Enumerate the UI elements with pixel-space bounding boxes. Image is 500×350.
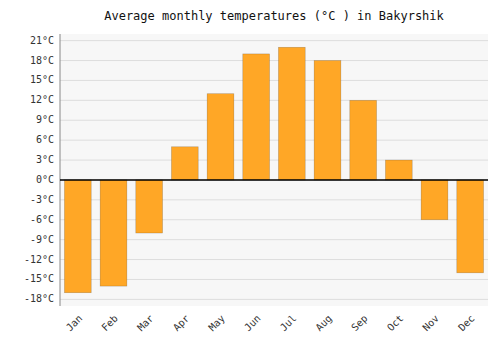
bar: [350, 100, 377, 180]
grid-line: [60, 40, 488, 41]
grid-line: [60, 60, 488, 61]
chart: -18°C -15°C -12°C -9°C -6°C -3°C 0°C 3°C 6°C 9°C 1…: [0, 0, 500, 350]
x-tick-label: Aug: [313, 313, 334, 334]
x-tick-label: Jan: [64, 313, 85, 334]
zero-line: [60, 179, 488, 181]
bar: [314, 61, 341, 180]
y-tick-label: 18°C: [30, 55, 54, 66]
y-tick-label: 21°C: [30, 35, 54, 46]
bar: [207, 94, 234, 180]
y-tick-label: 15°C: [30, 74, 54, 85]
chart-container: -18°C -15°C -12°C -9°C -6°C -3°C 0°C 3°C 6°C 9°C 1…: [0, 0, 500, 350]
y-tick-label: 12°C: [30, 94, 54, 105]
plot-background: [60, 34, 488, 306]
y-axis-line: [60, 34, 61, 306]
y-tick-label: -9°C: [30, 234, 54, 245]
x-tick-label: Jul: [278, 313, 299, 334]
grid-line: [60, 80, 488, 81]
bar: [457, 180, 484, 273]
bar: [385, 160, 412, 180]
bar: [64, 180, 91, 293]
grid-line: [60, 100, 488, 101]
grid-line: [60, 179, 488, 180]
grid-line: [60, 120, 488, 121]
y-tick-label: -3°C: [30, 194, 54, 205]
x-tick-label: Apr: [171, 313, 192, 334]
x-tick-label: Nov: [420, 313, 441, 334]
y-tick-label: 0°C: [36, 174, 54, 185]
x-tick-label: Feb: [99, 313, 120, 334]
x-tick-label: May: [206, 313, 227, 334]
x-tick-label: Dec: [456, 313, 477, 334]
title: Average monthly temperatures (°C ) in Ba…: [104, 9, 444, 23]
y-tick-label: 6°C: [36, 134, 54, 145]
bar: [100, 180, 127, 286]
grid-line: [60, 299, 488, 300]
x-tick-label: Jun: [242, 313, 263, 334]
x-tick-label: Oct: [385, 313, 406, 334]
bar: [171, 147, 198, 180]
x-tick-label: Mar: [135, 313, 156, 334]
y-tick-label: -15°C: [24, 273, 54, 284]
y-tick-label: 3°C: [36, 154, 54, 165]
bar: [136, 180, 163, 233]
x-tick-label: Sep: [349, 313, 370, 334]
grid-line: [60, 160, 488, 161]
bar: [421, 180, 448, 220]
y-tick-label: -6°C: [30, 214, 54, 225]
grid-line: [60, 140, 488, 141]
y-tick-label: -12°C: [24, 254, 54, 265]
bar: [278, 47, 305, 180]
y-tick-label: -18°C: [24, 293, 54, 304]
bars: [64, 47, 483, 292]
y-tick-label: 9°C: [36, 114, 54, 125]
bar: [243, 54, 270, 180]
